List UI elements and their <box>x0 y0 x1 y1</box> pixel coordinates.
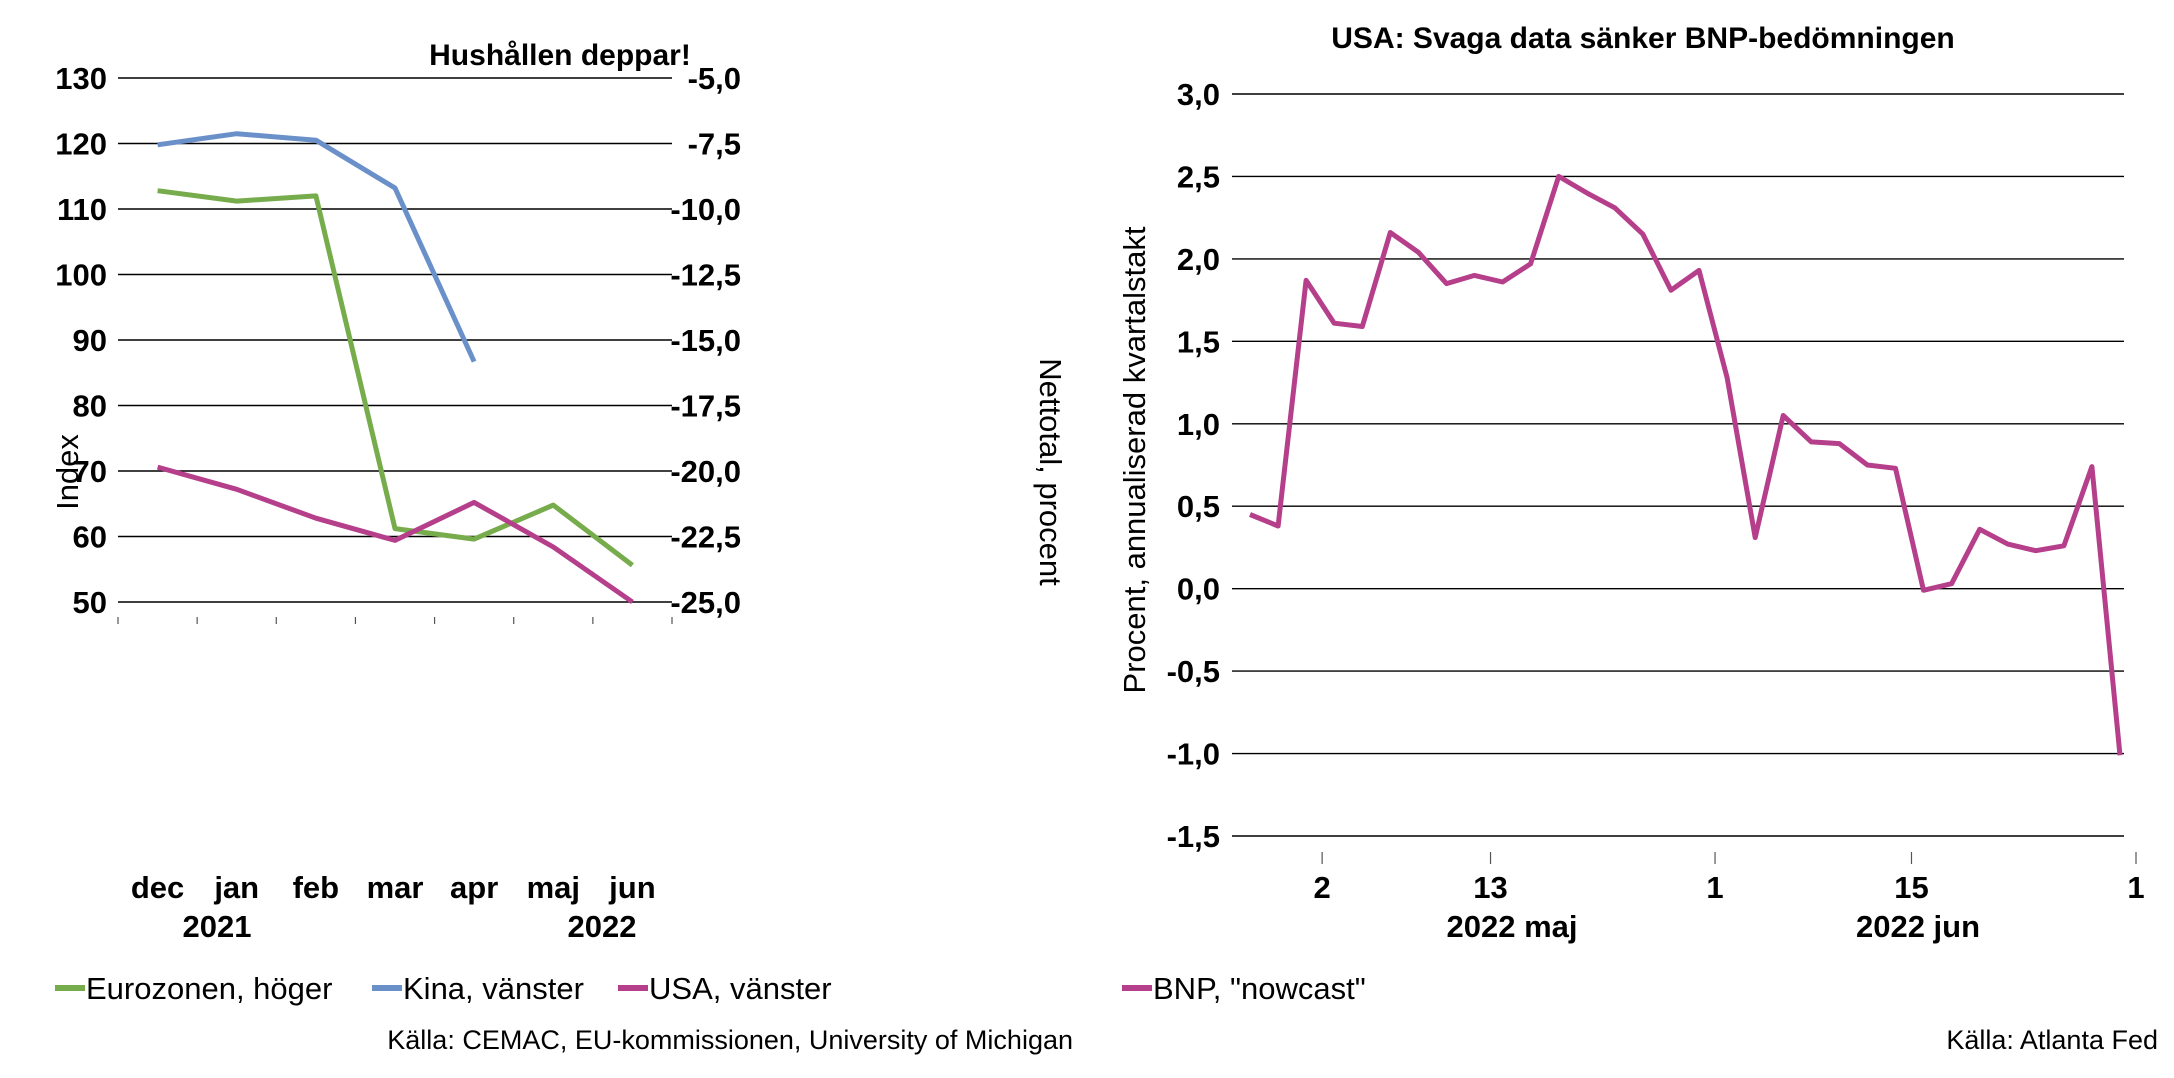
left-y-tick-label: 60 <box>73 520 107 555</box>
left-y-tick-label: 120 <box>55 127 107 162</box>
left-x-tick-label: apr <box>450 870 498 905</box>
legend-label-usa: USA, vänster <box>649 971 832 1006</box>
right-y-tick-label: -22,5 <box>670 520 741 555</box>
left-x-ticks: dec jan feb mar apr maj jun <box>131 870 656 905</box>
right-gridlines <box>1232 93 2124 837</box>
left-y-ticks: 130 120 110 100 90 80 70 60 50 <box>55 61 107 620</box>
left-y-axis-label: Index <box>50 434 85 510</box>
series-line-usa <box>156 464 634 605</box>
left-source: Källa: CEMAC, EU-kommissionen, Universit… <box>387 1025 1073 1055</box>
left-series-lines <box>156 131 634 605</box>
right-y-tick-label: -5,0 <box>688 61 741 96</box>
left-x-tick-label: jun <box>608 870 656 905</box>
right-chart-title: USA: Svaga data sänker BNP-bedömningen <box>1331 22 1954 55</box>
left-y-tick-label: 110 <box>57 192 107 227</box>
right-y-ticks: -5,0 -7,5 -10,0 -12,5 -15,0 -17,5 -20,0 -22,5 -2… <box>670 61 741 620</box>
right-legend: BNP, "nowcast" <box>1122 971 1366 1006</box>
right-chart-y-tick-label: 0,5 <box>1177 489 1220 524</box>
right-chart-y-tick-label: -1,5 <box>1167 819 1220 854</box>
series-line-kina <box>157 131 477 363</box>
left-x-tick-label: mar <box>367 870 424 905</box>
right-chart-y-tick-label: 0,0 <box>1177 572 1220 607</box>
right-y-tick-label: -25,0 <box>670 585 741 620</box>
left-x-axis <box>117 617 673 624</box>
left-gridlines <box>118 77 672 603</box>
x-year-label-2021: 2021 <box>183 909 252 944</box>
right-chart-y-tick-label: -0,5 <box>1167 654 1220 689</box>
left-y-tick-label: 50 <box>73 585 107 620</box>
series-line-eurozonen <box>157 188 634 568</box>
left-x-tick-label: dec <box>131 870 184 905</box>
legend-label-bnp: BNP, "nowcast" <box>1153 971 1366 1006</box>
left-y-tick-label: 130 <box>55 61 107 96</box>
right-chart-x-ticks: 2 13 1 15 1 <box>1314 852 2145 905</box>
legend-label-eurozonen: Eurozonen, höger <box>86 971 332 1006</box>
left-chart: Hushållen deppar! 130 120 110 100 90 80 70 60 50… <box>50 39 1073 1055</box>
left-x-tick-label: jan <box>213 870 259 905</box>
right-y-tick-label: -10,0 <box>670 192 741 227</box>
right-chart-y-ticks: 3,0 2,5 2,0 1,5 1,0 0,5 0,0 -0,5 -1,0 -1,5 <box>1167 77 1220 854</box>
right-y-tick-label: -12,5 <box>670 258 741 293</box>
left-y-tick-label: 100 <box>55 258 107 293</box>
left-y-tick-label: 80 <box>73 389 107 424</box>
legend-label-kina: Kina, vänster <box>403 971 584 1006</box>
left-x-tick-label: feb <box>293 870 340 905</box>
right-chart-y-tick-label: 1,5 <box>1177 324 1220 359</box>
right-chart-y-tick-label: 2,0 <box>1177 242 1220 277</box>
right-x-tick-label: 15 <box>1894 870 1928 905</box>
right-y-axis-label: Nettotal, procent <box>1033 358 1068 586</box>
right-chart-y-tick-label: -1,0 <box>1167 737 1220 772</box>
right-x-tick-label: 1 <box>1706 870 1723 905</box>
right-x-tick-label: 13 <box>1473 870 1507 905</box>
left-chart-title: Hushållen deppar! <box>429 39 691 72</box>
x-group-label-maj: 2022 maj <box>1447 909 1578 944</box>
right-x-tick-label: 2 <box>1314 870 1331 905</box>
right-chart: USA: Svaga data sänker BNP-bedömningen 3… <box>1117 22 2158 1055</box>
right-y-tick-label: -20,0 <box>670 454 741 489</box>
left-y-tick-label: 70 <box>73 454 107 489</box>
left-y-tick-label: 90 <box>73 323 107 358</box>
right-y-tick-label: -17,5 <box>670 389 741 424</box>
right-chart-y-tick-label: 1,0 <box>1177 407 1220 442</box>
right-series-lines <box>1249 173 2123 756</box>
x-year-label-2022: 2022 <box>568 909 637 944</box>
left-x-tick-label: maj <box>527 870 580 905</box>
right-y-tick-label: -7,5 <box>688 127 741 162</box>
right-x-tick-label: 1 <box>2127 870 2144 905</box>
left-legend: Eurozonen, höger Kina, vänster USA, väns… <box>55 971 832 1006</box>
right-chart-y-axis-label: Procent, annualiserad kvartalstakt <box>1117 226 1152 693</box>
x-group-label-jun: 2022 jun <box>1856 909 1980 944</box>
right-y-tick-label: -15,0 <box>670 323 741 358</box>
right-chart-y-tick-label: 3,0 <box>1177 77 1220 112</box>
series-line-bnp-nowcast <box>1249 173 2123 756</box>
right-source: Källa: Atlanta Fed <box>1946 1025 2158 1055</box>
right-chart-y-tick-label: 2,5 <box>1177 159 1220 194</box>
